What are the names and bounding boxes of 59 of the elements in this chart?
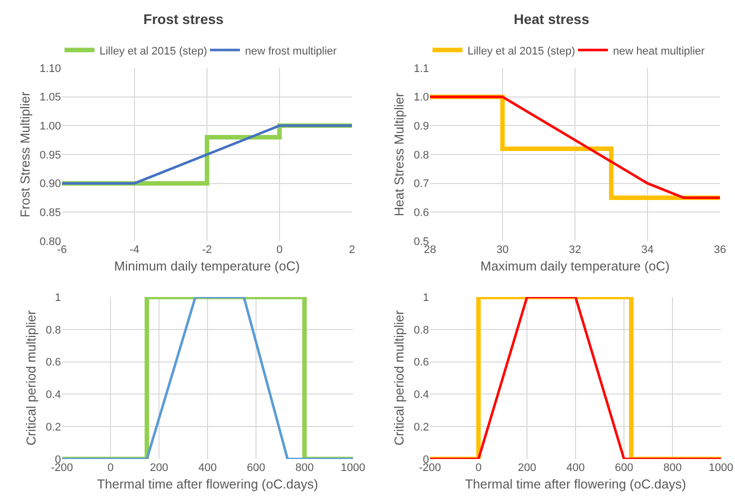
- y-axis-title: Frost Stress Multiplier: [18, 90, 33, 218]
- x-tick-label: 36: [714, 244, 726, 256]
- x-tick-label: 200: [150, 462, 168, 474]
- y-tick-label: 1.05: [40, 92, 61, 104]
- x-axis-title: Minimum daily temperature (oC): [114, 258, 300, 274]
- x-tick-label: 1000: [708, 462, 734, 474]
- x-tick-label: 1000: [340, 462, 366, 474]
- x-axis-title: Thermal time after flowering (oC.days): [96, 476, 318, 492]
- y-tick-label: 1.0: [414, 92, 429, 104]
- y-tick-label: 0.95: [40, 149, 61, 162]
- y-tick-label: 1: [422, 292, 429, 304]
- x-tick-label: -4: [130, 244, 140, 256]
- y-tick-label: 0.4: [46, 389, 61, 402]
- y-axis-title: Heat Stress Multiplier: [392, 92, 407, 216]
- x-tick-label: 400: [198, 462, 217, 474]
- x-tick-label: 28: [424, 244, 436, 256]
- y-tick-label: 0.8: [414, 324, 429, 336]
- x-tick-label: 600: [614, 462, 634, 474]
- y-tick-label: 0.7: [414, 178, 429, 190]
- y-tick-label: 0.4: [414, 389, 429, 402]
- y-tick-label: 0.6: [46, 356, 61, 369]
- x-tick-label: 0: [475, 462, 482, 474]
- x-axis-title: Maximum daily temperature (oC): [480, 258, 670, 274]
- x-tick-label: 32: [568, 244, 582, 256]
- x-tick-label: -200: [50, 462, 74, 474]
- legend-label: new frost multiplier: [245, 45, 338, 58]
- y-tick-label: 0.8: [414, 149, 429, 162]
- legend-label: new heat multiplier: [613, 45, 706, 58]
- x-tick-label: -200: [418, 462, 442, 474]
- x-axis-title: Thermal time after flowering (oC.days): [464, 476, 686, 492]
- x-tick-label: -2: [202, 244, 212, 256]
- x-tick-label: 400: [566, 462, 585, 474]
- x-tick-label: 30: [496, 244, 509, 256]
- x-tick-label: 34: [641, 244, 654, 256]
- legend-label: Lilley et al 2015 (step): [100, 45, 208, 58]
- x-tick-label: 200: [518, 462, 536, 474]
- x-tick-label: 800: [295, 462, 314, 474]
- y-tick-label: 0.2: [46, 421, 61, 434]
- y-tick-label: 1.00: [40, 120, 61, 133]
- y-tick-label: 0.90: [40, 178, 61, 190]
- y-tick-label: 0.85: [40, 207, 61, 220]
- y-axis-title: Critical period multiplier: [24, 310, 39, 446]
- y-tick-label: 0.6: [414, 207, 429, 220]
- y-tick-label: 1.1: [414, 62, 429, 75]
- x-tick-label: 2: [348, 244, 356, 256]
- legend-label: Lilley et al 2015 (step): [468, 45, 576, 58]
- x-tick-label: 800: [663, 462, 682, 474]
- y-tick-label: 1.10: [40, 62, 61, 75]
- x-tick-label: 0: [107, 462, 114, 474]
- x-tick-label: 600: [246, 462, 266, 474]
- y-tick-label: 0.2: [414, 421, 429, 434]
- y-tick-label: 0.6: [414, 356, 429, 369]
- y-tick-label: 0.9: [414, 120, 429, 133]
- x-tick-label: 0: [276, 244, 283, 256]
- chart-title: Heat stress: [514, 10, 590, 27]
- y-axis-title: Critical period multiplier: [392, 310, 407, 446]
- y-tick-label: 0.8: [46, 324, 61, 336]
- y-tick-label: 1: [54, 292, 61, 304]
- chart-title: Frost stress: [143, 10, 224, 27]
